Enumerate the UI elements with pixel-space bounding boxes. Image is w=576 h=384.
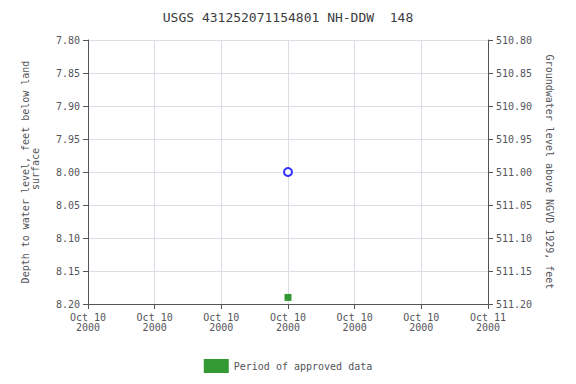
svg-text:7.95: 7.95 — [56, 134, 80, 145]
svg-text:511.00: 511.00 — [496, 167, 532, 178]
svg-text:7.85: 7.85 — [56, 68, 80, 79]
svg-text:Groundwater level above NGVD 1: Groundwater level above NGVD 1929, feet — [544, 55, 555, 290]
svg-text:2000: 2000 — [343, 322, 367, 333]
svg-text:Oct 10: Oct 10 — [136, 311, 173, 323]
svg-text:2000: 2000 — [143, 322, 167, 333]
svg-text:2000: 2000 — [409, 322, 433, 333]
svg-text:Oct 10: Oct 10 — [69, 311, 107, 323]
svg-text:511.20: 511.20 — [496, 299, 532, 310]
svg-text:Oct 10: Oct 10 — [336, 311, 373, 323]
svg-text:Oct 10: Oct 10 — [203, 311, 240, 323]
svg-text:2000: 2000 — [76, 322, 100, 333]
svg-text:Period of approved data: Period of approved data — [234, 361, 372, 372]
svg-text:511.10: 511.10 — [496, 233, 532, 244]
svg-text:Oct 10: Oct 10 — [269, 311, 307, 323]
svg-text:8.05: 8.05 — [56, 200, 80, 211]
svg-text:surface: surface — [30, 148, 41, 196]
svg-text:510.85: 510.85 — [496, 68, 532, 79]
svg-text:510.80: 510.80 — [496, 35, 532, 46]
svg-text:510.95: 510.95 — [496, 134, 532, 145]
svg-text:8.10: 8.10 — [56, 233, 80, 244]
svg-text:7.90: 7.90 — [56, 101, 80, 112]
svg-text:511.05: 511.05 — [496, 200, 532, 211]
svg-text:8.00: 8.00 — [56, 167, 80, 178]
svg-text:USGS 431252071154801 NH-DDW 1: USGS 431252071154801 NH-DDW 148 — [163, 10, 413, 25]
svg-text:7.80: 7.80 — [56, 35, 80, 46]
svg-text:2000: 2000 — [209, 322, 233, 333]
svg-text:511.15: 511.15 — [496, 266, 532, 277]
svg-text:2000: 2000 — [476, 322, 500, 333]
svg-text:2000: 2000 — [276, 322, 300, 333]
svg-text:510.90: 510.90 — [496, 101, 532, 112]
svg-text:Oct 10: Oct 10 — [403, 311, 440, 323]
svg-text:8.20: 8.20 — [56, 299, 80, 310]
svg-text:Oct 11: Oct 11 — [469, 311, 507, 323]
svg-text:Depth to water level, feet bel: Depth to water level, feet below land — [19, 60, 31, 284]
svg-text:8.15: 8.15 — [56, 266, 80, 277]
